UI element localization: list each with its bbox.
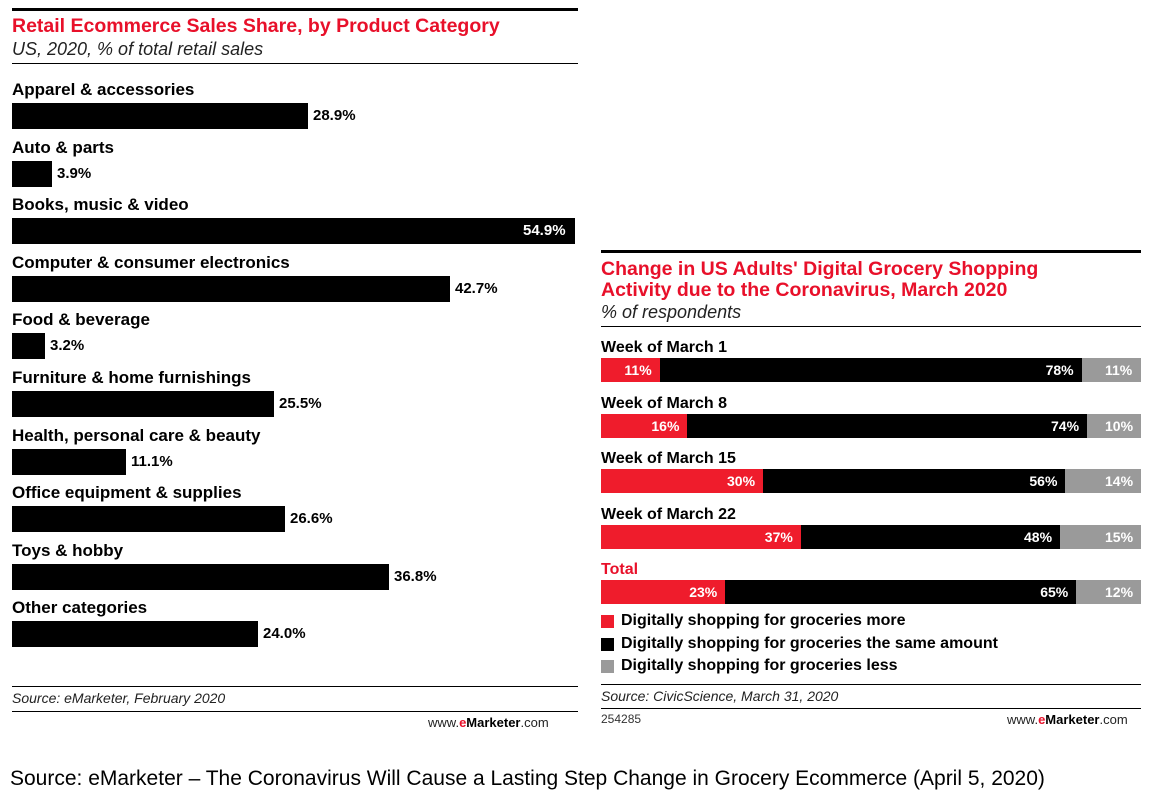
- bar-segment: [601, 580, 726, 604]
- segment-value-label: 37%: [764, 528, 793, 545]
- chart-subtitle: US, 2020, % of total retail sales: [12, 39, 264, 59]
- value-label: 24.0%: [263, 625, 306, 643]
- source-rule: [601, 684, 1141, 685]
- bar-segment: [725, 580, 1077, 604]
- category-label: Toys & hobby: [12, 540, 124, 560]
- legend-item: Digitally shopping for groceries more: [601, 612, 1121, 630]
- bar-segment: [601, 358, 661, 382]
- chart-source: Source: CivicScience, March 31, 2020: [601, 688, 839, 704]
- bar-segment: [763, 469, 1066, 493]
- bar-segment: [687, 413, 1087, 438]
- segment-value-label: 14%: [1105, 473, 1134, 489]
- bar: [12, 621, 258, 648]
- bar: [12, 333, 45, 360]
- segment-value-label: 11%: [1105, 362, 1133, 378]
- segment-value-label: 23%: [689, 584, 718, 600]
- value-label: 36.8%: [394, 567, 437, 585]
- figure-caption: Source: eMarketer – The Coronavirus Will…: [10, 767, 1045, 790]
- category-label: Apparel & accessories: [12, 80, 195, 99]
- bar-segment: [1087, 413, 1141, 438]
- bar-segment: [1065, 469, 1141, 493]
- category-label: Week of March 1: [601, 339, 727, 356]
- bar-segment: [601, 469, 763, 493]
- bar-segment: [601, 524, 801, 549]
- segment-value-label: 48%: [1024, 528, 1053, 545]
- segment-value-label: 16%: [651, 417, 680, 434]
- bar-segment: [660, 358, 1082, 382]
- category-label: Health, personal care & beauty: [12, 425, 261, 445]
- bar-segment: [800, 524, 1060, 549]
- chart-subtitle: % of respondents: [601, 302, 742, 322]
- legend-item: Digitally shopping for groceries the sam…: [601, 635, 1121, 653]
- source-rule: [12, 686, 578, 687]
- chart-top-rule: [12, 8, 578, 11]
- category-label: Other categories: [12, 598, 148, 618]
- segment-value-label: 78%: [1045, 362, 1074, 378]
- value-label: 3.2%: [50, 337, 85, 355]
- value-label: 11.1%: [131, 452, 173, 470]
- legend-label: Digitally shopping for groceries the sam…: [621, 634, 998, 652]
- category-label: Week of March 8: [601, 394, 727, 412]
- value-label: 42.7%: [455, 279, 498, 297]
- chart-title: Retail Ecommerce Sales Share, by Product…: [12, 15, 500, 37]
- legend-swatch: [601, 637, 614, 651]
- segment-value-label: 12%: [1105, 584, 1134, 600]
- bar: [12, 103, 308, 129]
- chart-title-line-1: Change in US Adults' Digital Grocery Sho…: [601, 258, 1039, 280]
- bar: [12, 563, 389, 590]
- bar-segment: [1060, 524, 1141, 549]
- bar: [12, 218, 575, 245]
- chart-title-line-2: Activity due to the Coronavirus, March 2…: [601, 279, 1008, 301]
- subtitle-rule: [601, 326, 1141, 327]
- legend-swatch: [601, 615, 614, 628]
- value-label: 54.9%: [523, 222, 566, 240]
- segment-value-label: 56%: [1029, 473, 1058, 489]
- footer-rule: [601, 708, 1141, 709]
- category-label: Week of March 22: [601, 505, 736, 523]
- value-label: 3.9%: [57, 164, 92, 182]
- subtitle-rule: [12, 63, 578, 64]
- footer-rule: [12, 711, 578, 712]
- bar: [12, 391, 274, 417]
- segment-value-label: 11%: [624, 362, 652, 378]
- legend-label: Digitally shopping for groceries more: [621, 612, 906, 629]
- category-label: Auto & parts: [12, 137, 114, 157]
- segment-value-label: 65%: [1040, 584, 1069, 600]
- segment-value-label: 30%: [727, 473, 756, 489]
- bar-segment: [1076, 580, 1141, 604]
- category-label: Computer & consumer electronics: [12, 252, 290, 272]
- legend-swatch: [601, 660, 614, 673]
- value-label: 26.6%: [290, 510, 333, 528]
- sales-share-chart: Retail Ecommerce Sales Share, by Product…: [0, 0, 590, 740]
- bar: [12, 275, 450, 302]
- value-label: 28.9%: [313, 107, 356, 124]
- emarketer-logo: www.eMarketer.com: [1007, 712, 1128, 727]
- category-label: Books, music & video: [12, 195, 189, 215]
- bar-segment: [1081, 358, 1141, 382]
- category-label: Furniture & home furnishings: [12, 368, 251, 387]
- bar: [12, 448, 126, 475]
- value-label: 25.5%: [279, 395, 322, 412]
- segment-value-label: 15%: [1105, 528, 1134, 545]
- category-label: Week of March 15: [601, 450, 736, 467]
- category-label: Office equipment & supplies: [12, 483, 242, 503]
- category-label: Food & beverage: [12, 310, 150, 330]
- bar-segment: [601, 413, 688, 438]
- legend-item: Digitally shopping for groceries less: [601, 657, 1121, 675]
- bar: [12, 506, 285, 533]
- segment-value-label: 74%: [1051, 417, 1080, 434]
- chart-top-rule: [601, 250, 1141, 253]
- category-label: Total: [601, 561, 639, 578]
- legend-label: Digitally shopping for groceries less: [621, 657, 898, 674]
- chart-id: 254285: [601, 712, 642, 726]
- segment-value-label: 10%: [1105, 417, 1134, 434]
- bar: [12, 160, 52, 187]
- emarketer-logo: www.eMarketer.com: [428, 715, 549, 730]
- chart-source: Source: eMarketer, February 2020: [12, 690, 226, 706]
